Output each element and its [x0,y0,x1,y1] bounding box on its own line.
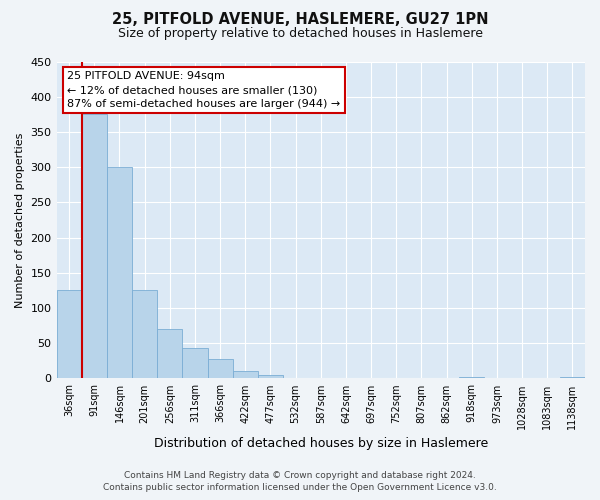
Bar [157,329,182,378]
Bar [459,377,484,378]
Text: 25, PITFOLD AVENUE, HASLEMERE, GU27 1PN: 25, PITFOLD AVENUE, HASLEMERE, GU27 1PN [112,12,488,28]
Bar [56,290,82,378]
Bar [182,348,208,378]
Text: Size of property relative to detached houses in Haslemere: Size of property relative to detached ho… [118,28,482,40]
Bar [208,358,233,378]
Bar [560,377,585,378]
X-axis label: Distribution of detached houses by size in Haslemere: Distribution of detached houses by size … [154,437,488,450]
Bar [233,372,258,378]
Bar [258,375,283,378]
Bar [132,290,157,378]
Bar [107,167,132,378]
Bar [82,114,107,378]
Text: 25 PITFOLD AVENUE: 94sqm
← 12% of detached houses are smaller (130)
87% of semi-: 25 PITFOLD AVENUE: 94sqm ← 12% of detach… [67,71,340,109]
Y-axis label: Number of detached properties: Number of detached properties [15,132,25,308]
Text: Contains HM Land Registry data © Crown copyright and database right 2024.
Contai: Contains HM Land Registry data © Crown c… [103,471,497,492]
